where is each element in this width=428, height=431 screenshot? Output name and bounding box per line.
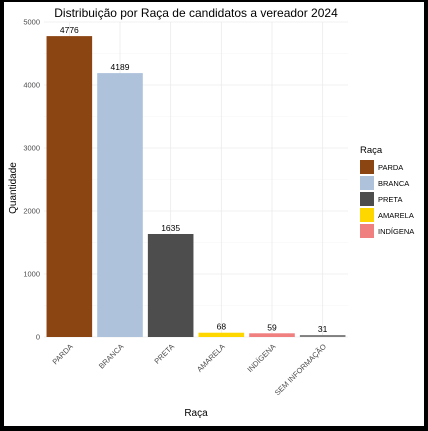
legend-key [360, 208, 374, 222]
bar-indígena [249, 333, 295, 337]
bar-value-label: 4776 [60, 25, 79, 35]
y-tick-label: 4000 [23, 81, 40, 90]
legend-key [360, 160, 374, 174]
x-tick-label: PRETA [152, 342, 176, 366]
bar-value-label: 31 [318, 324, 328, 334]
y-tick-label: 2000 [23, 207, 40, 216]
bar-chart: Distribuição por Raça de candidatos a ve… [8, 6, 414, 419]
x-axis-title: Raça [184, 408, 208, 419]
y-tick-label: 5000 [23, 18, 40, 27]
x-tick-label: INDÍGENA [245, 342, 277, 374]
x-tick-label: BRANCA [97, 342, 125, 370]
bar-sem-informação [299, 335, 346, 337]
bar-value-label: 59 [267, 322, 277, 332]
bar-value-labels: 4776 4189 1635 68 59 31 [60, 25, 328, 334]
chart-title: Distribuição por Raça de candidatos a ve… [54, 6, 338, 20]
legend-key [360, 192, 374, 206]
bar-amarela [198, 332, 245, 337]
legend-label: PRETA [378, 195, 402, 204]
legend-label: PARDA [378, 163, 403, 172]
y-axis-ticks: 0 1000 2000 3000 4000 5000 [23, 18, 40, 342]
legend: Raça PARDA BRANCA PRETA AMARELA INDÍGENA [360, 145, 414, 238]
bar-value-label: 1635 [161, 223, 180, 233]
legend-key [360, 224, 374, 238]
x-tick-label: AMARELA [195, 342, 227, 374]
legend-key [360, 176, 374, 190]
legend-label: BRANCA [378, 179, 409, 188]
bar-branca [97, 73, 143, 337]
bar-parda [46, 36, 93, 337]
chart-frame: Distribuição por Raça de candidatos a ve… [4, 2, 424, 426]
bar-value-label: 68 [217, 322, 227, 332]
legend-label: INDÍGENA [378, 227, 414, 236]
bars [46, 36, 346, 337]
y-tick-label: 1000 [23, 270, 40, 279]
y-tick-label: 3000 [23, 144, 40, 153]
x-tick-label: PARDA [50, 342, 74, 366]
bar-value-label: 4189 [111, 62, 130, 72]
legend-title: Raça [360, 145, 383, 156]
y-tick-label: 0 [36, 333, 40, 342]
bar-preta [147, 233, 194, 337]
x-tick-label: SEM INFORMAÇÃO [273, 342, 328, 397]
legend-label: AMARELA [378, 211, 414, 220]
y-axis-title: Quantidade [8, 162, 19, 214]
